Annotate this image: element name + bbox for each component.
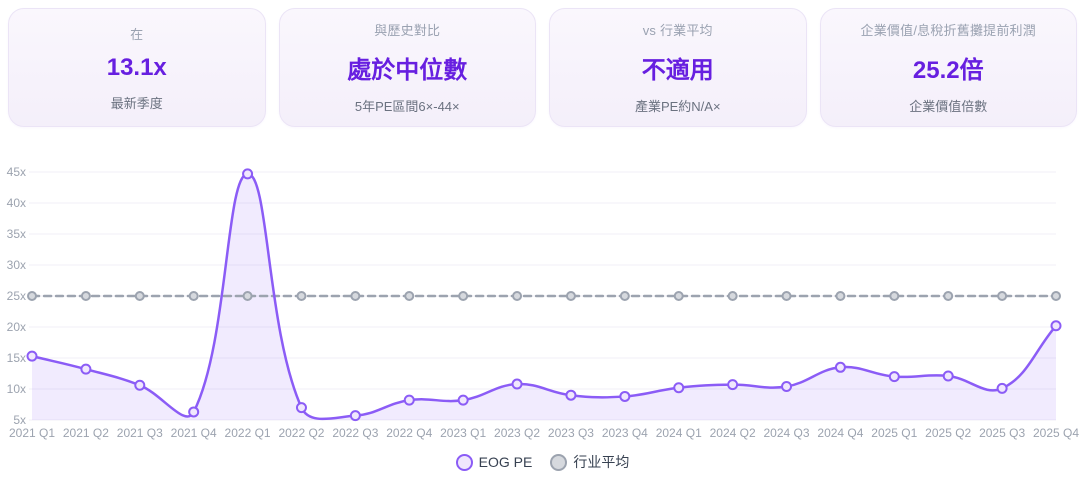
avg-marker xyxy=(80,291,91,301)
card-title: vs 行業平均 xyxy=(642,23,713,38)
pe-marker xyxy=(942,370,954,382)
card-subtitle: 企業價值倍數 xyxy=(909,99,988,114)
y-tick-label: 45x xyxy=(7,165,26,179)
x-tick-label: 2024 Q1 xyxy=(656,426,702,440)
avg-marker xyxy=(296,291,307,301)
y-tick-label: 20x xyxy=(7,320,26,334)
pe-marker xyxy=(996,382,1008,394)
chart-legend: EOG PE 行业平均 xyxy=(0,452,1085,472)
x-tick-label: 2022 Q1 xyxy=(225,426,271,440)
avg-marker xyxy=(727,291,738,301)
x-tick-label: 2021 Q2 xyxy=(63,426,109,440)
summary-cards: 在 13.1x 最新季度 與歷史對比 處於中位數 5年PE區間6×-44× vs… xyxy=(0,0,1085,127)
avg-marker xyxy=(889,291,900,301)
pe-history-chart: 45x 40x 35x 30x 25x 20x 15x 10x 5x 2021 Q1 2021 Q2… xyxy=(0,152,1085,447)
card-vs-industry: vs 行業平均 不適用 產業PE約N/A× xyxy=(549,8,807,127)
x-tick-label: 2024 Q4 xyxy=(817,426,863,440)
card-subtitle: 最新季度 xyxy=(110,95,163,111)
avg-marker xyxy=(619,291,630,301)
avg-marker xyxy=(27,291,37,301)
x-tick-label: 2025 Q2 xyxy=(925,426,971,440)
card-subtitle: 5年PE區間6×-44× xyxy=(354,99,460,114)
y-tick-label: 10x xyxy=(7,382,26,396)
pe-marker xyxy=(26,350,38,362)
pe-marker xyxy=(188,406,200,418)
legend-item-eog-pe[interactable]: EOG PE xyxy=(455,453,533,471)
x-tick-label: 2021 Q1 xyxy=(9,426,55,440)
pe-marker xyxy=(511,378,523,390)
x-tick-label: 2021 Q4 xyxy=(171,426,217,440)
legend-marker-icon xyxy=(550,453,568,471)
y-tick-label: 35x xyxy=(7,227,26,241)
avg-marker xyxy=(134,291,145,301)
x-tick-label: 2024 Q2 xyxy=(710,426,756,440)
x-tick-label: 2023 Q2 xyxy=(494,426,540,440)
card-value: 處於中位數 xyxy=(347,57,468,84)
pe-marker xyxy=(457,394,469,406)
avg-marker xyxy=(835,291,846,301)
pe-marker xyxy=(403,394,415,406)
legend-item-industry-avg[interactable]: 行业平均 xyxy=(550,452,629,472)
avg-marker xyxy=(943,291,954,301)
legend-marker-icon xyxy=(455,453,473,471)
x-tick-label: 2022 Q4 xyxy=(386,426,432,440)
avg-marker xyxy=(242,291,253,301)
x-tick-label: 2023 Q1 xyxy=(440,426,486,440)
card-value: 13.1x xyxy=(106,53,167,81)
avg-marker xyxy=(1051,291,1061,301)
card-value: 25.2倍 xyxy=(912,57,984,84)
legend-label: 行业平均 xyxy=(573,454,630,470)
pe-marker xyxy=(834,361,846,373)
x-tick-label: 2023 Q3 xyxy=(548,426,594,440)
avg-marker xyxy=(404,291,415,301)
y-tick-label: 5x xyxy=(13,413,26,427)
x-tick-label: 2022 Q2 xyxy=(278,426,324,440)
avg-marker xyxy=(350,291,361,301)
y-tick-label: 40x xyxy=(7,196,26,210)
pe-marker xyxy=(673,382,685,394)
x-tick-label: 2023 Q4 xyxy=(602,426,648,440)
pe-marker xyxy=(888,371,900,383)
x-tick-label: 2025 Q3 xyxy=(979,426,1025,440)
pe-marker xyxy=(295,402,307,414)
avg-marker xyxy=(673,291,684,301)
card-vs-history: 與歷史對比 處於中位數 5年PE區間6×-44× xyxy=(278,8,536,127)
x-tick-label: 2024 Q3 xyxy=(764,426,810,440)
pe-marker xyxy=(134,379,146,391)
x-tick-label: 2022 Q3 xyxy=(332,426,378,440)
card-subtitle: 產業PE約N/A× xyxy=(634,99,721,114)
avg-marker xyxy=(458,291,469,301)
avg-marker xyxy=(781,291,792,301)
y-tick-label: 30x xyxy=(7,258,26,272)
avg-marker xyxy=(997,291,1008,301)
avg-marker xyxy=(565,291,576,301)
x-tick-label: 2025 Q4 xyxy=(1033,426,1079,440)
pe-marker xyxy=(565,389,577,401)
pe-marker xyxy=(781,381,793,393)
x-tick-label: 2021 Q3 xyxy=(117,426,163,440)
card-latest-quarter-pe: 在 13.1x 最新季度 xyxy=(8,8,266,127)
avg-marker xyxy=(512,291,523,301)
x-tick-label: 2025 Q1 xyxy=(871,426,917,440)
pe-line xyxy=(30,172,1058,421)
legend-label: EOG PE xyxy=(478,454,533,470)
avg-marker xyxy=(188,291,199,301)
card-title: 與歷史對比 xyxy=(374,23,441,38)
pe-marker xyxy=(349,410,361,422)
card-title: 企業價值/息稅折舊攤提前利潤 xyxy=(860,23,1036,38)
pe-marker xyxy=(242,168,254,180)
pe-marker xyxy=(1050,320,1062,332)
card-value: 不適用 xyxy=(641,57,714,84)
y-tick-label: 15x xyxy=(7,351,26,365)
card-ev-ebitda: 企業價值/息稅折舊攤提前利潤 25.2倍 企業價值倍數 xyxy=(819,8,1077,127)
y-tick-label: 25x xyxy=(7,289,26,303)
pe-marker xyxy=(727,379,739,391)
pe-marker xyxy=(619,390,631,402)
card-title: 在 xyxy=(130,26,144,42)
pe-marker xyxy=(80,363,92,375)
